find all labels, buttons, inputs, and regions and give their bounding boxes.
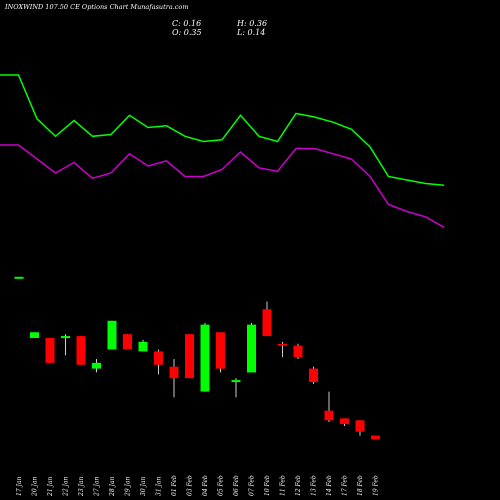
candle-body <box>309 368 318 382</box>
candle-23 <box>371 435 380 440</box>
candlestick-series <box>14 276 380 440</box>
x-tick-label: 20 Jan <box>32 476 39 497</box>
candle-body <box>107 320 117 350</box>
candle-13 <box>216 332 225 373</box>
candle-body <box>138 341 148 352</box>
candle-body <box>76 336 86 365</box>
candle-6 <box>107 320 117 350</box>
x-tick-label: 04 Feb <box>202 475 209 496</box>
x-tick-label: 14 Feb <box>326 475 333 496</box>
x-tick-label: 21 Jan <box>47 476 54 497</box>
candle-body <box>216 332 225 369</box>
x-tick-label: 11 Feb <box>280 475 287 496</box>
x-tick-label: 06 Feb <box>233 475 240 496</box>
candle-body <box>45 338 55 363</box>
x-tick-label: 18 Feb <box>357 475 364 496</box>
x-tick-label: 17 Feb <box>342 475 349 496</box>
candle-body <box>355 420 365 432</box>
candle-body <box>14 276 24 279</box>
ohlc-high: H: 0.36 <box>237 19 268 28</box>
candle-11 <box>185 334 194 379</box>
candle-body <box>340 418 349 425</box>
candle-15 <box>247 322 256 373</box>
candle-22 <box>355 420 365 436</box>
candle-body <box>169 366 179 379</box>
candle-body <box>61 336 70 339</box>
candle-body <box>200 324 210 392</box>
candle-body <box>123 334 132 350</box>
candle-0 <box>14 276 24 279</box>
candle-16 <box>262 301 272 337</box>
ohlc-close: C: 0.16 <box>172 19 202 28</box>
candle-body <box>185 334 194 379</box>
x-tick-label: 22 Jan <box>63 476 70 497</box>
candle-body <box>92 362 101 369</box>
x-tick-label: 27 Jan <box>94 476 101 497</box>
candle-8 <box>138 339 148 352</box>
ohlc-open: O: 0.35 <box>172 28 202 37</box>
x-tick-label: 07 Feb <box>249 475 256 496</box>
candle-5 <box>92 359 101 373</box>
candle-14 <box>231 378 241 398</box>
x-tick-label: 29 Jan <box>125 476 132 497</box>
candle-21 <box>340 418 349 426</box>
candle-body <box>324 410 334 421</box>
candle-body <box>231 380 241 383</box>
x-tick-label: 19 Feb <box>373 475 380 496</box>
x-tick-label: 28 Jan <box>109 476 116 497</box>
candle-body <box>371 435 380 440</box>
x-tick-label: 05 Feb <box>218 475 225 496</box>
x-axis-labels: 17 Jan 20 Jan 21 Jan 22 Jan 23 Jan 27 Jan 28 J… <box>16 475 380 497</box>
line-series-0 <box>0 74 445 187</box>
x-tick-label: 12 Feb <box>295 475 302 496</box>
candle-2 <box>45 338 55 363</box>
x-tick-label: 31 Jan <box>156 476 163 496</box>
x-tick-label: 17 Jan <box>16 476 23 496</box>
candle-19 <box>309 366 318 384</box>
candle-3 <box>61 334 70 356</box>
candle-body <box>247 324 256 373</box>
x-tick-label: 13 Feb <box>311 475 318 496</box>
candle-17 <box>278 341 287 358</box>
candle-body <box>293 345 303 358</box>
x-tick-label: 01 Feb <box>171 475 178 496</box>
x-tick-label: 30 Jan <box>140 476 147 496</box>
moving-average-lines <box>0 74 445 228</box>
candle-body <box>30 332 39 338</box>
candle-10 <box>169 359 179 398</box>
candle-body <box>278 343 287 346</box>
candle-9 <box>154 349 163 375</box>
ohlc-low: L: 0.14 <box>237 28 266 37</box>
candle-4 <box>76 336 86 365</box>
x-tick-label: 10 Feb <box>264 475 271 496</box>
candle-12 <box>200 322 210 392</box>
candle-7 <box>123 334 132 350</box>
x-tick-label: 03 Feb <box>187 475 194 496</box>
candle-20 <box>324 391 334 423</box>
candle-18 <box>293 343 303 360</box>
candle-body <box>154 351 163 365</box>
x-tick-label: 23 Jan <box>78 476 85 497</box>
candle-body <box>262 309 272 337</box>
chart-title: INOXWIND 107.50 CE Options Chart Munafas… <box>5 3 189 11</box>
line-series-1 <box>0 144 445 228</box>
candle-1 <box>30 332 39 338</box>
